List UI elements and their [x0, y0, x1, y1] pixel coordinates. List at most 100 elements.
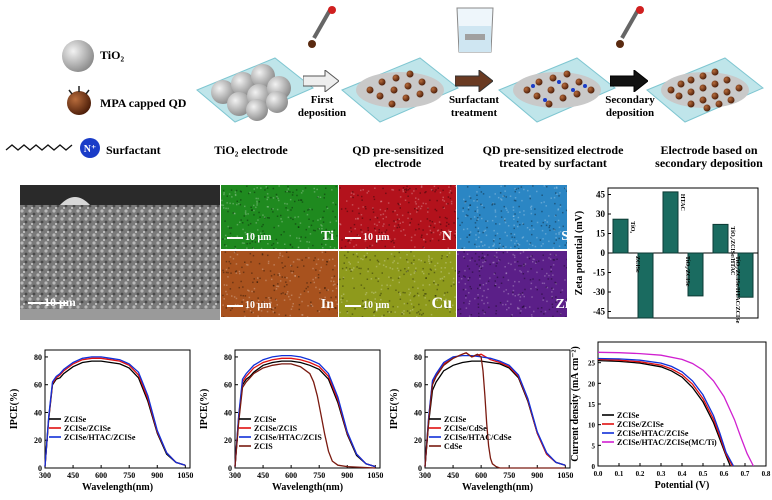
legend-entry: ZCISe/ZCISe — [64, 424, 111, 433]
arrow-surfactant-treatment-icon — [455, 70, 493, 92]
step-label-secondary: Electrode based on secondary deposition — [655, 143, 763, 170]
series-line — [234, 354, 376, 468]
y-axis-label: IPCE(%) — [389, 389, 400, 430]
y-tick-label: 15 — [596, 229, 606, 239]
x-axis-label: Wavelength(nm) — [82, 482, 153, 493]
edx-map-n: 10 μm N — [339, 185, 456, 249]
zeta-bar — [612, 218, 629, 254]
x-axis-label: Potential (V) — [655, 480, 710, 491]
series-line — [44, 360, 186, 467]
jv-chart: 0.0 0.1 0.2 0.3 0.4 0.5 0.6 0.7 0.8 0 5 10 15 20 25 Pot… — [570, 341, 771, 491]
edx-map-in: 10 μm In — [221, 251, 338, 317]
y-tick-label: 5 — [592, 442, 596, 450]
series-line — [44, 356, 186, 467]
y-tick-label: 80 — [224, 353, 232, 362]
y-tick-label: 30 — [596, 209, 606, 219]
x-tick-label: 1050 — [367, 471, 383, 480]
legend-entry: ZCISe/CdSe — [444, 424, 487, 433]
y-tick-label: -30 — [593, 287, 605, 297]
edx-element-label: S — [561, 229, 567, 244]
edx-scale: 10 μm — [363, 300, 390, 311]
legend-entry: ZCISe/HTAC/ZCISe — [64, 433, 136, 442]
y-tick-label: 0 — [601, 248, 606, 258]
edx-texture — [457, 185, 567, 249]
y-tick-label: 40 — [414, 408, 422, 417]
x-tick-label: 0.0 — [594, 470, 603, 478]
x-tick-label: 750 — [313, 471, 325, 480]
bar-category-label: TiO₂/ZCISe/HTAC — [729, 226, 735, 275]
series-line — [424, 352, 566, 469]
x-tick-label: 450 — [447, 471, 459, 480]
arrow-first-deposition-icon — [303, 70, 339, 92]
x-tick-label: 1050 — [557, 471, 573, 480]
secondary-deposition-illustration — [646, 57, 764, 123]
y-tick-label: 80 — [34, 353, 42, 362]
surfactant-charge: N⁺ — [84, 144, 97, 155]
edx-map-ti: 10 μm Ti — [221, 185, 338, 249]
legend-entry: ZCISe — [64, 415, 87, 424]
y-axis-label: Zeta potential (mV) — [574, 211, 585, 295]
y-tick-label: 80 — [414, 353, 422, 362]
legend-entry: ZCISe/HTAC/ZCIS — [254, 433, 322, 442]
qd-presensitized-illustration — [341, 57, 459, 123]
zeta-potential-chart: 45 30 15 0 -15 -30 -45 Zeta potential (mV) TiO₂ Z… — [574, 187, 759, 324]
y-axis-label: IPCE(%) — [9, 389, 20, 430]
sem-scale-bar: 10 μm — [44, 295, 76, 309]
x-tick-label: 750 — [123, 471, 135, 480]
y-axis-label: IPCE(%) — [199, 389, 210, 430]
series-line — [597, 358, 733, 467]
sem-texture — [20, 185, 220, 320]
arrow-label-first: First deposition — [297, 94, 347, 119]
y-tick-label: 0 — [592, 463, 596, 471]
x-tick-label: 450 — [67, 471, 79, 480]
legend-entry: ZCISe/HTAC/ZCISe(MC/Ti) — [617, 438, 717, 447]
zeta-bar — [637, 252, 654, 319]
legend-entry: ZCISe — [444, 415, 467, 424]
edx-map-s: S — [457, 185, 567, 249]
plot-frame — [234, 349, 381, 469]
edx-map-cu: 10 μm Cu — [339, 251, 456, 317]
x-axis-label: Wavelength(nm) — [462, 482, 533, 493]
bar-category-label: TiO₂ — [629, 221, 635, 233]
arrow-secondary-deposition-icon — [610, 70, 648, 92]
x-tick-label: 1050 — [177, 471, 193, 480]
step-label-surfactant-treated: QD pre-sensitized electrode treated by s… — [482, 143, 624, 170]
y-tick-label: 20 — [588, 380, 596, 388]
edx-map-zr: Zr — [457, 251, 567, 317]
tio2-sphere-icon — [62, 40, 94, 72]
zeta-bar — [712, 223, 729, 254]
legend-entry: CdSe — [444, 442, 463, 451]
x-tick-label: 0.3 — [657, 470, 666, 478]
plot-frame — [424, 349, 571, 469]
edx-scale: 10 μm — [245, 232, 272, 243]
tio2-electrode-illustration — [196, 57, 314, 123]
edx-scale: 10 μm — [363, 232, 390, 243]
y-tick-label: 0 — [418, 464, 422, 473]
bar-category-label: HTAC — [679, 194, 685, 211]
x-tick-label: 0.2 — [636, 470, 645, 478]
x-tick-label: 900 — [341, 471, 353, 480]
ipce-chart-1: 300 450 600 750 900 1050 0 20 40 60 80 Wavelength(n… — [9, 349, 193, 493]
x-tick-label: 600 — [95, 471, 107, 480]
arrow-label-surfactant: Surfactant treatment — [448, 94, 500, 119]
edx-texture — [457, 251, 567, 317]
x-tick-label: 300 — [419, 471, 431, 480]
sem-cross-section: 10 μm — [20, 185, 220, 320]
legend-entry: ZCISe/ZCIS — [254, 424, 298, 433]
zeta-bar — [662, 191, 679, 254]
dropper-icon — [308, 6, 336, 48]
arrow-label-secondary: Secondary deposition — [605, 94, 655, 119]
y-tick-label: 0 — [38, 464, 42, 473]
series-line — [597, 359, 731, 467]
y-tick-label: 45 — [596, 190, 606, 200]
series-line — [597, 351, 754, 467]
step-label-tio2: TiO₂ electrode — [214, 143, 288, 157]
x-tick-label: 0.1 — [615, 470, 624, 478]
surfactant-icon: N⁺ — [5, 138, 100, 158]
x-tick-label: 900 — [151, 471, 163, 480]
y-tick-label: 20 — [34, 436, 42, 445]
series-line — [597, 357, 735, 467]
x-tick-label: 600 — [285, 471, 297, 480]
edx-element-label: In — [320, 297, 334, 312]
legend-qd: MPA capped QD — [100, 96, 187, 110]
